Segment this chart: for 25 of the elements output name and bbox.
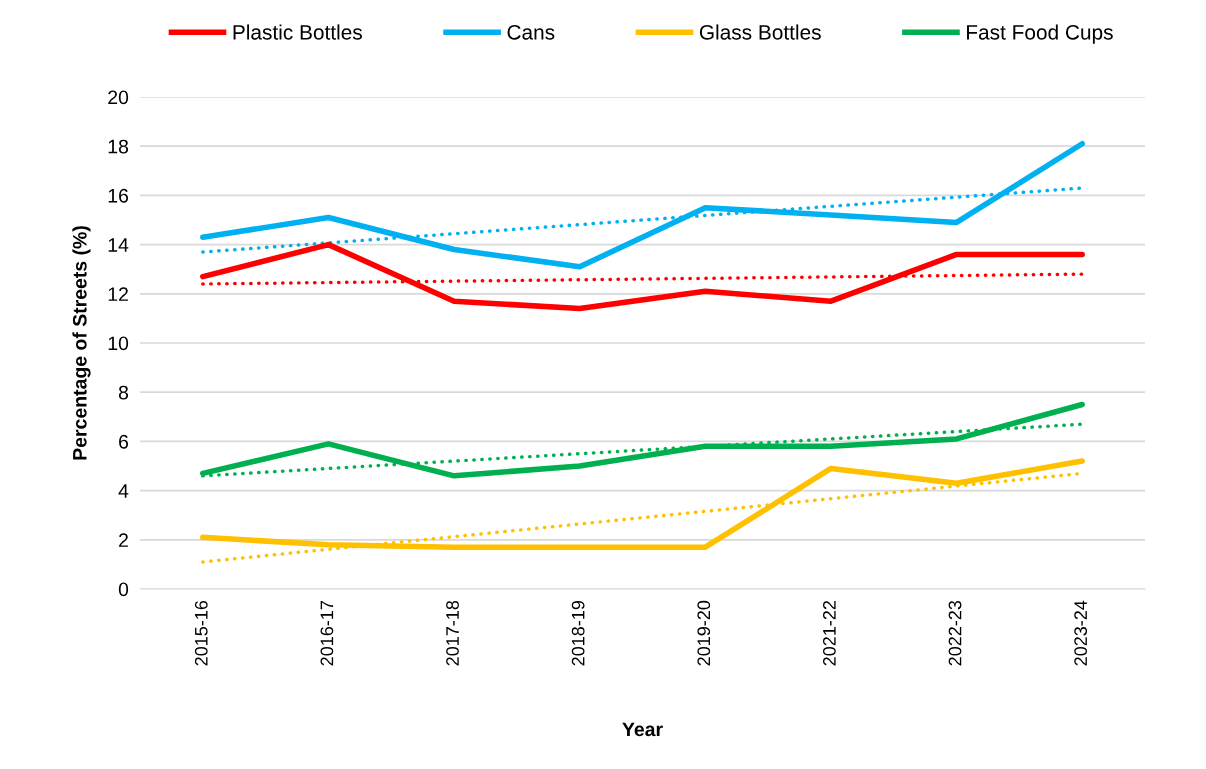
x-axis-title: Year xyxy=(622,722,663,737)
legend-label: Glass Bottles xyxy=(699,24,821,40)
legend-label: Plastic Bottles xyxy=(233,24,362,40)
y-tick-label: 4 xyxy=(118,484,129,498)
y-tick-label: 18 xyxy=(108,139,129,154)
x-tick-label: 2018-19 xyxy=(571,600,585,666)
x-tick-label: 2019-20 xyxy=(697,600,711,666)
legend-label: Fast Food Cups xyxy=(967,24,1113,44)
y-tick-label: 20 xyxy=(108,90,129,105)
x-tick-label: 2017-18 xyxy=(446,600,459,666)
y-tick-label: 10 xyxy=(108,336,129,351)
y-tick-label: 6 xyxy=(119,434,129,449)
y-axis-title: Percentage of Streets (%) xyxy=(72,226,91,460)
y-tick-label: 12 xyxy=(108,287,128,301)
x-tick-label: 2016-17 xyxy=(320,601,334,666)
y-tick-label: 14 xyxy=(108,238,129,252)
y-tick-label: 0 xyxy=(118,582,129,597)
x-tick-label: 2022-23 xyxy=(948,600,962,666)
x-tick-label: 2021-22 xyxy=(823,601,836,666)
legend-label: Cans xyxy=(507,24,555,40)
y-tick-label: 8 xyxy=(118,385,129,400)
x-tick-label: 2023-24 xyxy=(1074,600,1088,666)
x-tick-label: 2015-16 xyxy=(194,600,208,666)
y-tick-label: 16 xyxy=(108,188,129,203)
y-tick-label: 2 xyxy=(119,533,128,547)
